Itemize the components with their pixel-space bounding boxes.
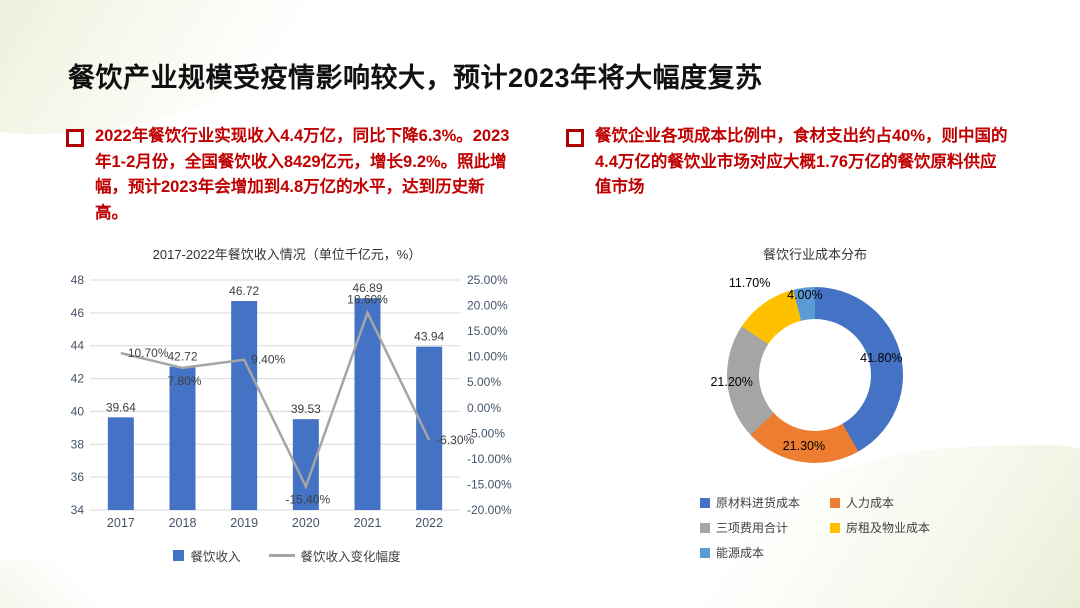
bar [169,366,196,510]
donut-chart-canvas: 41.80% 21.30% 21.20% 11.70% 4.00% [660,275,970,480]
bar-label: 39.64 [106,400,136,414]
legend-swatch-icon [699,522,710,533]
line-label: 10.70% [128,346,169,360]
bullet-revenue-text: 2022年餐饮行业实现收入4.4万亿，同比下降6.3%。2023年1-2月份，全… [95,127,510,222]
corner-decoration-bottom-left [0,558,160,608]
legend-label: 房租及物业成本 [846,521,931,535]
legend-swatch-icon [830,522,840,533]
legend-swatch-icon [699,497,710,508]
line-label: -15.40% [285,492,330,506]
donut-slice-label: 4.00% [787,287,823,302]
legend-label: 餐饮收入 [190,550,241,564]
slide-title: 餐饮产业规模受疫情影响较大，预计2023年将大幅度复苏 [68,63,763,94]
legend-label: 三项费用合计 [715,521,788,535]
legend-item: 原材料进货成本 [699,494,800,511]
right-axis-tick: 15.00% [467,324,508,338]
bullet-square-icon [566,129,584,147]
bar-label: 46.72 [229,284,259,298]
donut-slice-label: 11.70% [728,276,771,291]
revenue-combo-chart: 2017-2022年餐饮收入情况（单位千亿元，%） 48 46 44 42 40 38 36… [52,244,522,565]
legend-item: 餐饮收入 [173,546,241,565]
x-axis-label: 2018 [169,516,197,530]
legend-swatch-icon [268,554,295,557]
right-axis-tick: -15.00% [467,477,512,491]
line-label: 9.40% [251,353,285,367]
bullet-square-icon [66,129,84,147]
legend-swatch-icon [173,550,185,561]
bullet-revenue: 2022年餐饮行业实现收入4.4万亿，同比下降6.3%。2023年1-2月份，全… [66,124,514,226]
x-axis-label: 2017 [107,516,135,530]
bar [231,301,258,510]
bullet-cost-text: 餐饮企业各项成本比例中，食材支出约占40%，则中国的4.4万亿的餐饮业市场对应大… [595,127,1008,197]
legend-swatch-icon [699,547,710,558]
donut-slice-label: 21.20% [710,374,753,389]
bar-label: 42.72 [167,350,197,364]
legend-swatch-icon [830,497,840,508]
right-axis-tick: -20.00% [467,503,512,517]
legend-item: 房租及物业成本 [830,519,930,536]
donut-chart-legend: 原材料进货成本 人力成本三项费用合计 房租及物业成本能源成本 [650,494,980,561]
right-axis-tick: 5.00% [467,375,501,389]
left-axis-tick: 40 [71,404,85,418]
legend-item: 人力成本 [830,494,930,511]
bullet-cost: 餐饮企业各项成本比例中，食材支出约占40%，则中国的4.4万亿的餐饮业市场对应大… [566,124,1008,201]
bar [107,417,134,510]
right-axis-tick: 10.00% [467,350,508,364]
combo-chart-canvas: 48 46 44 42 40 38 36 34 25.00% 20.00% 15.00% 10.00%… [71,273,512,530]
legend-label: 人力成本 [846,496,895,510]
left-axis-tick: 36 [71,470,85,484]
left-axis-tick: 38 [71,437,85,451]
bar-label: 39.53 [291,402,321,416]
x-axis-label: 2019 [230,516,258,530]
combo-chart-title: 2017-2022年餐饮收入情况（单位千亿元，%） [152,247,422,262]
bar-label: 43.94 [414,330,444,344]
x-axis-label: 2022 [415,516,443,530]
legend-label: 餐饮收入变化幅度 [300,550,401,564]
right-axis-tick: 0.00% [467,401,501,415]
bar [416,346,443,510]
right-axis-tick: 20.00% [467,299,508,313]
bar-label: 46.89 [352,281,382,295]
line-label: -6.30% [436,433,474,447]
left-axis-tick: 42 [71,372,85,386]
combo-chart-legend: 餐饮收入 餐饮收入变化幅度 [52,546,522,565]
left-axis-tick: 46 [71,306,85,320]
legend-item: 餐饮收入变化幅度 [268,546,401,565]
donut-slice-label: 21.30% [782,439,826,454]
left-axis-tick: 48 [71,273,85,287]
x-axis-label: 2020 [292,516,320,530]
donut-slice-label: 41.80% [860,350,903,365]
legend-item: 能源成本 [699,544,800,561]
x-axis-label: 2021 [354,516,382,530]
left-axis-tick: 44 [71,339,85,353]
line-label: 7.80% [167,374,201,388]
change-rate-line [120,309,431,490]
right-axis-tick: 25.00% [467,273,508,287]
cost-donut-chart: 餐饮行业成本分布 41.80% 21.30% 21.20% 11.70% 4.00% 原… [650,244,980,561]
donut-hole [759,319,871,431]
donut-chart-title: 餐饮行业成本分布 [762,247,867,262]
right-axis-tick: -10.00% [467,452,512,466]
line-label: 18.60% [347,293,388,307]
left-axis-tick: 34 [71,503,85,517]
right-axis-tick: -5.00% [467,426,505,440]
legend-label: 能源成本 [715,546,764,560]
legend-label: 原材料进货成本 [715,496,800,510]
legend-item: 三项费用合计 [699,519,800,536]
